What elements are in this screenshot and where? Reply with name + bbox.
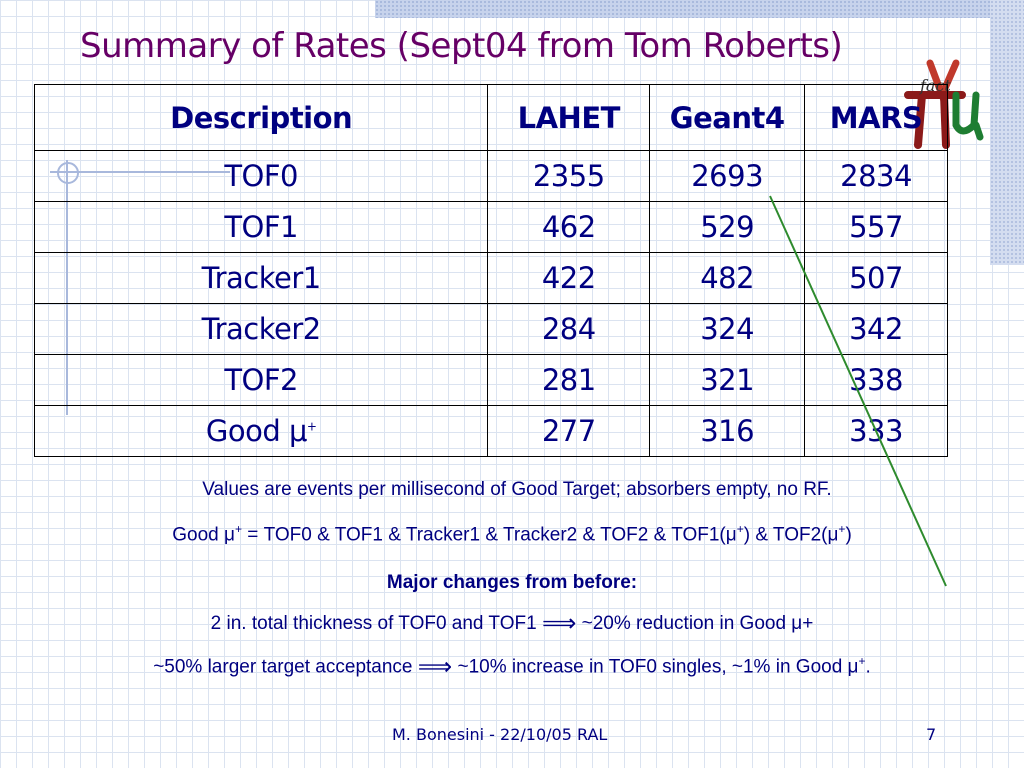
change-2-cause: ~50% larger target acceptance [153, 656, 413, 678]
table-header-row: Description LAHET Geant4 MARS [33, 84, 948, 151]
table-cell: 316 [649, 405, 806, 457]
header-geant4: Geant4 [649, 84, 806, 151]
def-mid2: ) & TOF2(μ [743, 524, 839, 546]
table-cell: TOF0 [33, 150, 489, 202]
top-decorative-band [375, 0, 1024, 18]
table-cell: 324 [649, 303, 806, 355]
table-row: Good μ+ 277 316 333 [33, 405, 948, 457]
table-cell: 338 [804, 354, 948, 406]
table-cell: 277 [487, 405, 651, 457]
footer-author: M. Bonesini - 22/10/05 RAL [392, 725, 608, 744]
good-mu-label: Good μ [205, 414, 308, 448]
table-row: Tracker2 284 324 342 [33, 303, 948, 355]
implies-arrow-icon: ⟹ [541, 610, 577, 637]
def-end: ) [845, 524, 852, 546]
implies-arrow-icon: ⟹ [417, 653, 453, 681]
change-1-effect: ~20% reduction in Good μ+ [581, 613, 814, 634]
table-cell: 507 [804, 252, 948, 304]
table-cell: 2693 [649, 150, 806, 202]
table-cell: 2834 [804, 150, 948, 202]
table-row: TOF2 281 321 338 [33, 354, 948, 406]
slide-title: Summary of Rates (Sept04 from Tom Robert… [80, 26, 843, 66]
header-mars: MARS [804, 84, 948, 151]
table-cell: 529 [649, 201, 806, 253]
change-1-cause: 2 in. total thickness of TOF0 and TOF1 [210, 613, 537, 634]
table-row: TOF1 462 529 557 [33, 201, 948, 253]
rates-table: Description LAHET Geant4 MARS TOF0 2355 … [33, 84, 948, 457]
table-cell: 284 [487, 303, 651, 355]
right-decorative-band [990, 0, 1024, 265]
good-mu-definition: Good μ+ = TOF0 & TOF1 & Tracker1 & Track… [0, 522, 1024, 546]
table-cell: Tracker2 [33, 303, 489, 355]
change-2-sup: + [858, 654, 866, 668]
table-cell: TOF1 [33, 201, 489, 253]
table-cell: 2355 [487, 150, 651, 202]
table-cell: 482 [649, 252, 806, 304]
def-sup: + [736, 522, 744, 536]
good-mu-sup: + [306, 419, 317, 434]
table-cell: 462 [487, 201, 651, 253]
table-cell: 557 [804, 201, 948, 253]
change-2-end: . [865, 656, 871, 678]
page-number: 7 [926, 725, 937, 744]
units-note: Values are events per millisecond of Goo… [202, 479, 832, 500]
change-2: ~50% larger target acceptance ⟹ ~10% inc… [0, 653, 1024, 681]
header-lahet: LAHET [487, 84, 651, 151]
def-mid: = TOF0 & TOF1 & Tracker1 & Tracker2 & TO… [241, 524, 737, 546]
changes-heading: Major changes from before: [386, 572, 638, 593]
table-row: TOF0 2355 2693 2834 [33, 150, 948, 202]
table-cell: 321 [649, 354, 806, 406]
table-cell: 342 [804, 303, 948, 355]
change-1: 2 in. total thickness of TOF0 and TOF1 ⟹… [0, 610, 1024, 637]
table-cell: 333 [804, 405, 948, 457]
table-cell: 422 [487, 252, 651, 304]
def-lead: Good μ [172, 524, 235, 546]
table-cell: Tracker1 [33, 252, 489, 304]
def-sup: + [234, 522, 242, 536]
table-cell: 281 [487, 354, 651, 406]
header-description: Description [33, 84, 489, 151]
table-cell: TOF2 [33, 354, 489, 406]
table-row: Tracker1 422 482 507 [33, 252, 948, 304]
change-2-effect: ~10% increase in TOF0 singles, ~1% in Go… [457, 656, 859, 678]
table-cell-good-mu: Good μ+ [33, 405, 489, 457]
